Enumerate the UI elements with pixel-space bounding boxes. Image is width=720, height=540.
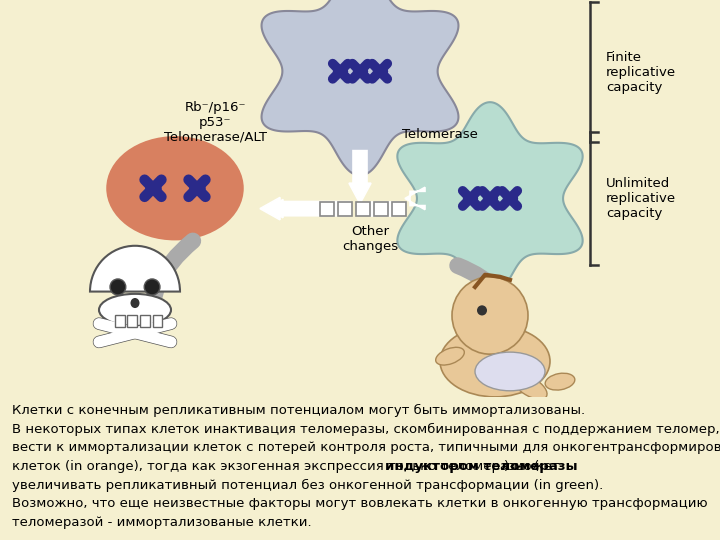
Text: теломеразой - иммортализованые клетки.: теломеразой - иммортализованые клетки.: [12, 516, 312, 529]
Wedge shape: [90, 246, 180, 292]
Text: Finite
replicative
capacity: Finite replicative capacity: [606, 51, 676, 94]
Ellipse shape: [99, 294, 171, 326]
Circle shape: [452, 277, 528, 354]
Ellipse shape: [436, 347, 464, 365]
Ellipse shape: [130, 298, 140, 308]
FancyBboxPatch shape: [356, 201, 370, 216]
Polygon shape: [261, 0, 459, 176]
FancyArrow shape: [349, 151, 371, 204]
Ellipse shape: [144, 279, 160, 295]
FancyBboxPatch shape: [392, 201, 406, 216]
Text: Возможно, что еще неизвестные факторы могут вовлекать клетки в онкогенную трансф: Возможно, что еще неизвестные факторы мо…: [12, 497, 708, 510]
FancyBboxPatch shape: [338, 201, 352, 216]
Text: Клетки с конечным репликативным потенциалом могут быть иммортализованы.: Клетки с конечным репликативным потенциа…: [12, 404, 585, 417]
Ellipse shape: [107, 137, 243, 239]
Text: Other
changes: Other changes: [342, 225, 398, 253]
Text: клеток (in orange), тогда как экзогенная экспрессия только теломеразы  (: клеток (in orange), тогда как экзогенная…: [12, 460, 539, 473]
FancyBboxPatch shape: [153, 315, 163, 327]
FancyArrow shape: [268, 199, 318, 218]
Text: Telomerase: Telomerase: [402, 128, 478, 141]
Ellipse shape: [545, 373, 575, 390]
Text: В некоторых типах клеток инактивация теломеразы, скомбинированная с поддержанием: В некоторых типах клеток инактивация тел…: [12, 423, 720, 436]
Ellipse shape: [475, 352, 545, 391]
Ellipse shape: [440, 326, 550, 397]
Text: увеличивать репликативный потенциал без онкогенной трансформации (in green).: увеличивать репликативный потенциал без …: [12, 478, 603, 492]
Text: индуктором теломеразы: индуктором теломеразы: [385, 460, 577, 473]
Polygon shape: [397, 102, 582, 295]
Text: вести к иммортализации клеток с потерей контроля роста, типичными для онкогентра: вести к иммортализации клеток с потерей …: [12, 442, 720, 455]
Text: ) может: ) может: [503, 460, 559, 473]
Text: Unlimited
replicative
capacity: Unlimited replicative capacity: [606, 177, 676, 220]
FancyBboxPatch shape: [320, 201, 334, 216]
Text: Rb⁻/p16⁻
p53⁻
Telomerase/ALT: Rb⁻/p16⁻ p53⁻ Telomerase/ALT: [163, 100, 266, 144]
FancyBboxPatch shape: [114, 315, 125, 327]
Circle shape: [477, 305, 487, 315]
FancyBboxPatch shape: [374, 201, 388, 216]
FancyBboxPatch shape: [140, 315, 150, 327]
Ellipse shape: [513, 374, 547, 399]
FancyBboxPatch shape: [127, 315, 138, 327]
Ellipse shape: [110, 279, 126, 295]
FancyArrow shape: [370, 201, 400, 216]
FancyArrow shape: [260, 198, 350, 220]
FancyArrow shape: [405, 187, 425, 210]
